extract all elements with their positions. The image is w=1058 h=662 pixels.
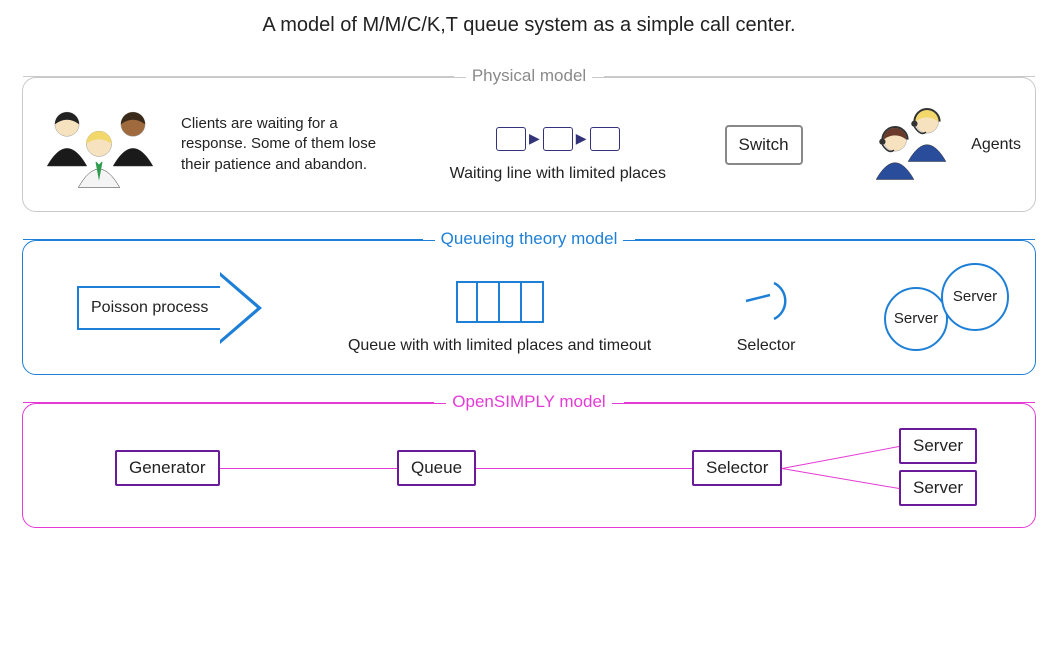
legend-opensimply: OpenSIMPLY model [446, 392, 611, 412]
panel-physical: Physical model Clients are waiting for a… [22, 77, 1036, 212]
panel-queueing: Queueing theory model Poisson process Qu… [22, 240, 1036, 375]
poisson-label: Poisson process [91, 299, 208, 317]
os-edge [476, 468, 692, 469]
queue-cell [500, 281, 522, 323]
queue-block: Queue with with limited places and timeo… [348, 281, 651, 355]
servers-block: ServerServer [881, 263, 1021, 353]
agents-label: Agents [971, 136, 1021, 154]
waiting-line-label: Waiting line with limited places [450, 165, 666, 183]
poisson-arrow: Poisson process [77, 272, 262, 344]
legend-queueing: Queueing theory model [435, 229, 624, 249]
os-node-queue: Queue [397, 450, 476, 486]
server-circle: Server [884, 287, 948, 351]
clients-icon [37, 97, 167, 193]
queue-cell [456, 281, 478, 323]
queue-cell [522, 281, 544, 323]
page-title: A model of M/M/C/K,T queue system as a s… [22, 14, 1036, 37]
selector-icon [740, 277, 792, 325]
waiting-cell [543, 127, 573, 151]
os-edge [220, 468, 397, 469]
os-edge [782, 468, 899, 489]
os-node-generator: Generator [115, 450, 220, 486]
selector-label: Selector [737, 337, 796, 355]
os-node-server1: Server [899, 428, 977, 464]
waiting-cell [496, 127, 526, 151]
arrow-right-icon: ▶ [576, 130, 587, 147]
switch-box: Switch [725, 125, 803, 165]
panel-opensimply: OpenSIMPLY model GeneratorQueueSelectorS… [22, 403, 1036, 528]
queue-cell [478, 281, 500, 323]
agents-icon [861, 100, 961, 190]
os-node-selector: Selector [692, 450, 782, 486]
server-circle: Server [941, 263, 1009, 331]
waiting-cell [590, 127, 620, 151]
clients-text: Clients are waiting for a response. Some… [181, 114, 391, 175]
legend-physical: Physical model [466, 66, 592, 86]
queue-label: Queue with with limited places and timeo… [348, 337, 651, 355]
os-edge [782, 446, 899, 469]
waiting-line: ▶ ▶ Waiting line with limited places [450, 127, 666, 183]
os-node-server2: Server [899, 470, 977, 506]
selector-block: Selector [737, 277, 796, 355]
arrow-right-icon: ▶ [529, 130, 540, 147]
